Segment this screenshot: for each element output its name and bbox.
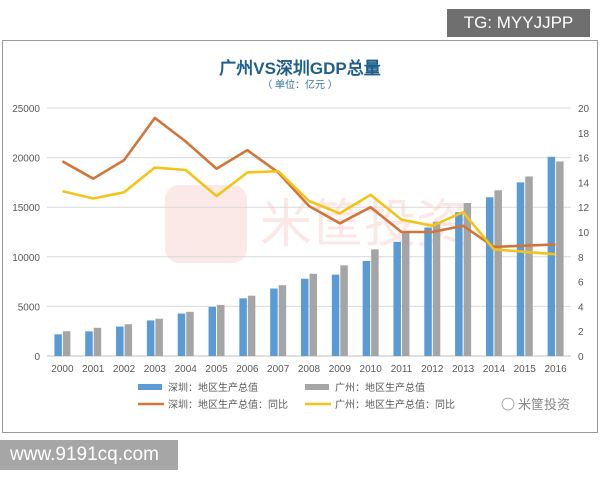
bar-1 — [278, 285, 287, 356]
x-tick-label: 2015 — [514, 364, 537, 375]
x-tick-label: 2016 — [544, 364, 567, 375]
y-right-tick-label: 6 — [578, 278, 584, 289]
x-tick-label: 2008 — [298, 364, 321, 375]
legend-label: 深圳：地区生产总值：同比 — [168, 398, 288, 411]
bar-0 — [516, 182, 525, 356]
y-left-tick-label: 25000 — [12, 104, 40, 115]
y-right-tick-label: 10 — [578, 228, 590, 239]
y-left-tick-label: 20000 — [12, 154, 40, 165]
x-tick-label: 2001 — [82, 364, 105, 375]
bar-0 — [362, 260, 371, 356]
legend-label: 广州：地区生产总值 — [335, 381, 425, 394]
x-tick-label: 2012 — [421, 364, 444, 375]
bar-0 — [54, 334, 62, 356]
y-right-tick-label: 0 — [578, 352, 584, 363]
x-tick-label: 2006 — [236, 364, 259, 375]
bar-0 — [239, 298, 247, 356]
x-tick-label: 2014 — [483, 364, 506, 375]
bar-1 — [93, 327, 102, 356]
y-right-tick-label: 16 — [578, 154, 590, 165]
x-tick-label: 2013 — [452, 364, 475, 375]
site-label: www.9191cq.com — [0, 440, 178, 470]
brand-logo: 米筐投资 — [501, 397, 570, 412]
legend-swatch — [305, 384, 329, 390]
legend-label: 深圳：地区生产总值 — [168, 381, 258, 394]
bar-1 — [432, 221, 441, 356]
x-tick-label: 2005 — [205, 364, 228, 375]
bar-0 — [208, 306, 217, 356]
y-right-tick-label: 2 — [578, 327, 584, 338]
chart-subtitle: （ 单位：亿元 ） — [262, 78, 338, 91]
x-tick-label: 2010 — [360, 364, 383, 375]
x-tick-label: 2007 — [267, 364, 290, 375]
brand-text: 米筐投资 — [518, 397, 570, 412]
y-right-tick-label: 12 — [578, 203, 590, 214]
y-left-tick-label: 5000 — [18, 302, 41, 313]
bar-0 — [424, 227, 432, 356]
bar-1 — [371, 249, 379, 356]
y-right-tick-label: 14 — [578, 178, 590, 189]
y-right-tick-label: 20 — [578, 104, 590, 115]
y-left-tick-label: 0 — [34, 352, 40, 363]
bar-0 — [301, 278, 309, 356]
x-tick-label: 2003 — [144, 364, 167, 375]
x-tick-label: 2011 — [391, 364, 413, 375]
bar-0 — [485, 197, 494, 356]
bar-0 — [547, 156, 556, 356]
bar-1 — [186, 311, 194, 356]
tg-label: TG: MYYJJPP — [447, 9, 590, 37]
bar-1 — [525, 176, 533, 356]
bar-1 — [155, 318, 163, 356]
bar-1 — [62, 331, 71, 356]
legend-swatch — [138, 384, 162, 390]
y-right-tick-label: 8 — [578, 253, 584, 264]
bar-1 — [556, 161, 564, 356]
bar-1 — [494, 190, 502, 356]
bar-1 — [309, 273, 317, 356]
y-left-tick-label: 15000 — [12, 203, 40, 214]
bar-0 — [177, 313, 186, 356]
x-tick-label: 2009 — [329, 364, 352, 375]
line-series-1 — [62, 166, 556, 256]
bar-0 — [331, 274, 340, 356]
bar-1 — [463, 203, 472, 356]
y-right-tick-label: 18 — [578, 129, 590, 140]
x-tick-label: 2000 — [51, 364, 74, 375]
x-tick-label: 2004 — [175, 364, 198, 375]
bar-0 — [146, 320, 155, 356]
bar-1 — [401, 232, 410, 356]
line-series-0 — [61, 116, 556, 249]
chart-title: 广州VS深圳GDP总量 — [219, 58, 381, 78]
bar-0 — [116, 326, 124, 356]
bar-1 — [124, 324, 133, 356]
bar-0 — [393, 241, 401, 356]
bar-1 — [247, 295, 256, 356]
bar-1 — [340, 265, 348, 356]
bar-0 — [455, 212, 463, 356]
bar-1 — [217, 304, 225, 356]
legend-label: 广州：地区生产总值：同比 — [335, 398, 455, 411]
y-left-tick-label: 10000 — [12, 253, 40, 264]
bar-0 — [85, 331, 93, 356]
x-tick-label: 2002 — [113, 364, 136, 375]
y-right-tick-label: 4 — [578, 302, 584, 313]
bar-0 — [270, 288, 278, 356]
